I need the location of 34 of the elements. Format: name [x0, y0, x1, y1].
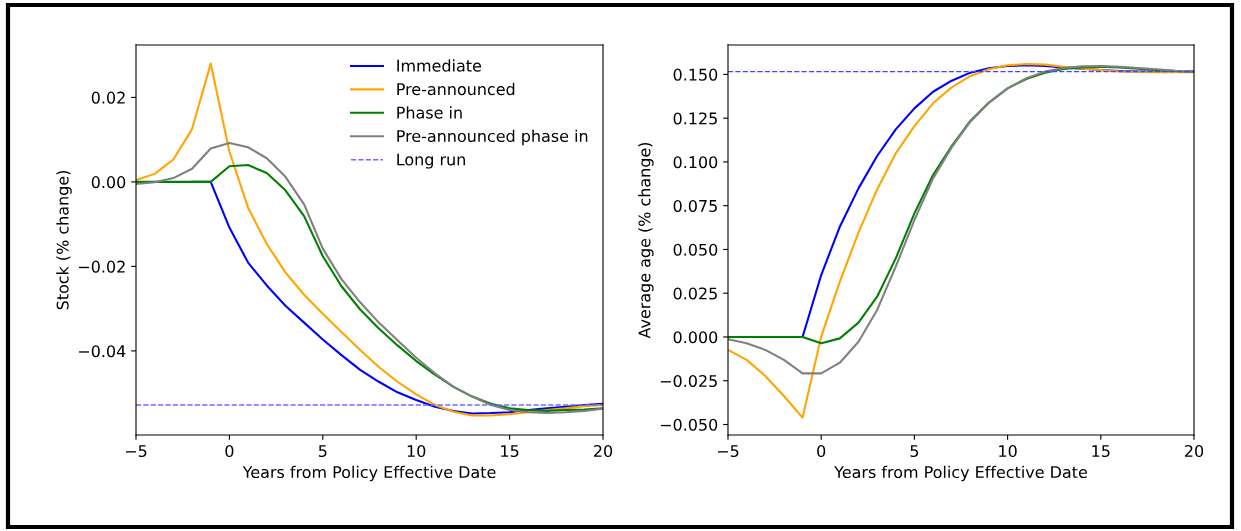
- x-tick-label: 20: [594, 445, 613, 458]
- y-tick-label: 0.100: [673, 156, 718, 169]
- legend-label: Immediate: [397, 59, 482, 72]
- y-tick-label: 0.150: [673, 68, 718, 81]
- x-tick-label: −5: [125, 445, 147, 458]
- y-tick-label: 0.050: [673, 243, 718, 256]
- y-tick-label: 0.00: [91, 176, 126, 189]
- y-tick-label: 0.075: [673, 199, 717, 212]
- x-tick-label: −5: [717, 445, 739, 458]
- x-tick-label: 0: [225, 445, 234, 458]
- legend-label: Phase in: [397, 106, 462, 119]
- x-tick-label: 5: [910, 445, 919, 458]
- x-tick-label: 5: [318, 445, 327, 458]
- y-tick-label: 0.025: [673, 287, 717, 300]
- y-tick-label: −0.04: [79, 345, 126, 358]
- y-tick-label: −0.025: [660, 374, 717, 388]
- legend-label: Pre-announced: [397, 82, 515, 96]
- x-tick-label: 10: [999, 445, 1017, 458]
- y-tick-label: −0.050: [660, 418, 718, 431]
- y-tick-label: 0.000: [673, 331, 718, 344]
- legend-label: Long run: [397, 153, 465, 169]
- x-tick-label: 20: [1185, 445, 1204, 458]
- y-tick-label: −0.02: [79, 260, 125, 273]
- legend-label: Pre-announced phase in: [397, 129, 588, 146]
- x-tick-label: 15: [1092, 445, 1110, 458]
- x-tick-label: 10: [407, 445, 426, 458]
- x-axis-title: Years from Policy Effective Date: [834, 465, 1087, 482]
- x-axis-title: Years from Policy Effective Date: [242, 465, 496, 482]
- y-tick-label: 0.02: [91, 91, 125, 104]
- y-axis-title: Average age (% change): [638, 142, 654, 339]
- x-tick-label: 0: [817, 445, 826, 458]
- y-axis-title: Stock (% change): [56, 170, 72, 310]
- x-tick-label: 15: [501, 445, 519, 458]
- y-tick-label: 0.125: [673, 112, 717, 125]
